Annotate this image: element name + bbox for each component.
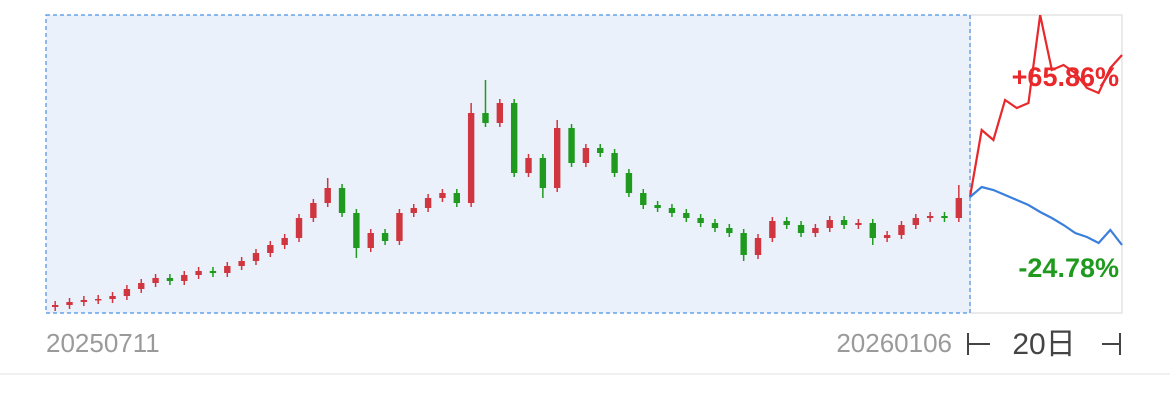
candle-body xyxy=(195,271,202,275)
candle-body xyxy=(912,218,919,225)
candle-body xyxy=(424,198,432,208)
history-range xyxy=(45,14,971,314)
candle-body xyxy=(109,296,116,299)
candle-body xyxy=(568,128,575,163)
candle-body xyxy=(625,173,633,193)
candle-body xyxy=(166,278,174,281)
candle-body xyxy=(410,208,417,213)
candle-body xyxy=(252,253,260,261)
candle-body xyxy=(683,213,690,218)
candle-body xyxy=(51,305,59,307)
candle-body xyxy=(310,203,317,218)
candle-body xyxy=(740,233,747,255)
candle-body xyxy=(898,225,905,235)
candle-body xyxy=(381,233,389,241)
candle-body xyxy=(238,261,245,266)
candle-body xyxy=(123,289,131,296)
candle-body xyxy=(855,223,862,225)
candle-body xyxy=(697,218,704,223)
candle-body xyxy=(95,299,102,301)
candle-body xyxy=(883,235,891,238)
candle-body xyxy=(783,221,790,225)
candle-body xyxy=(224,266,231,273)
candle-body xyxy=(367,233,374,248)
candle-body xyxy=(554,128,561,188)
horizon-label: 20日 xyxy=(1012,328,1075,361)
end-date: 20260106 xyxy=(836,328,952,358)
candle-body xyxy=(338,188,346,213)
candle-body xyxy=(754,238,762,255)
projection-label: +65.86% xyxy=(1012,62,1119,92)
candle-body xyxy=(597,148,604,153)
candle-body xyxy=(510,103,518,173)
candle-body xyxy=(582,148,590,163)
candle-body xyxy=(138,283,145,289)
candle-body xyxy=(482,113,489,123)
candle-body xyxy=(152,278,159,283)
projection-line xyxy=(968,15,1123,198)
start-date: 20250711 xyxy=(46,328,160,358)
candle-body xyxy=(66,302,73,305)
candle-body xyxy=(467,113,475,203)
candle-body xyxy=(181,275,188,281)
candle-body xyxy=(396,213,403,241)
candle-body xyxy=(941,216,948,218)
candle-body xyxy=(80,300,88,302)
candle-body xyxy=(353,213,360,248)
candle-body xyxy=(640,193,647,205)
candle-body xyxy=(324,188,331,203)
candle-body xyxy=(539,158,547,188)
candle-body xyxy=(439,193,446,198)
candle-body xyxy=(797,225,805,233)
candle-body xyxy=(869,223,876,238)
forecast-area xyxy=(969,14,1123,314)
candle-body xyxy=(726,228,733,233)
candle-body xyxy=(840,220,848,225)
candle-body xyxy=(812,228,819,233)
candle-body xyxy=(209,271,217,273)
candle-body xyxy=(525,158,532,173)
candle-body xyxy=(826,220,833,228)
candle-body xyxy=(453,193,460,203)
projection-label: -24.78% xyxy=(1018,253,1119,283)
candle-body xyxy=(496,103,504,123)
candle-body xyxy=(281,238,288,245)
candle-body xyxy=(926,216,934,218)
projection-line xyxy=(969,185,1123,246)
horizon-bracket xyxy=(967,333,1121,355)
candle-body xyxy=(611,153,618,173)
candle-body xyxy=(668,208,676,213)
candle-body xyxy=(295,218,303,238)
candle-body xyxy=(769,221,776,238)
candle-body xyxy=(711,223,719,228)
candle-body xyxy=(955,198,963,218)
candle-body xyxy=(267,245,274,253)
candle-body xyxy=(654,205,661,208)
